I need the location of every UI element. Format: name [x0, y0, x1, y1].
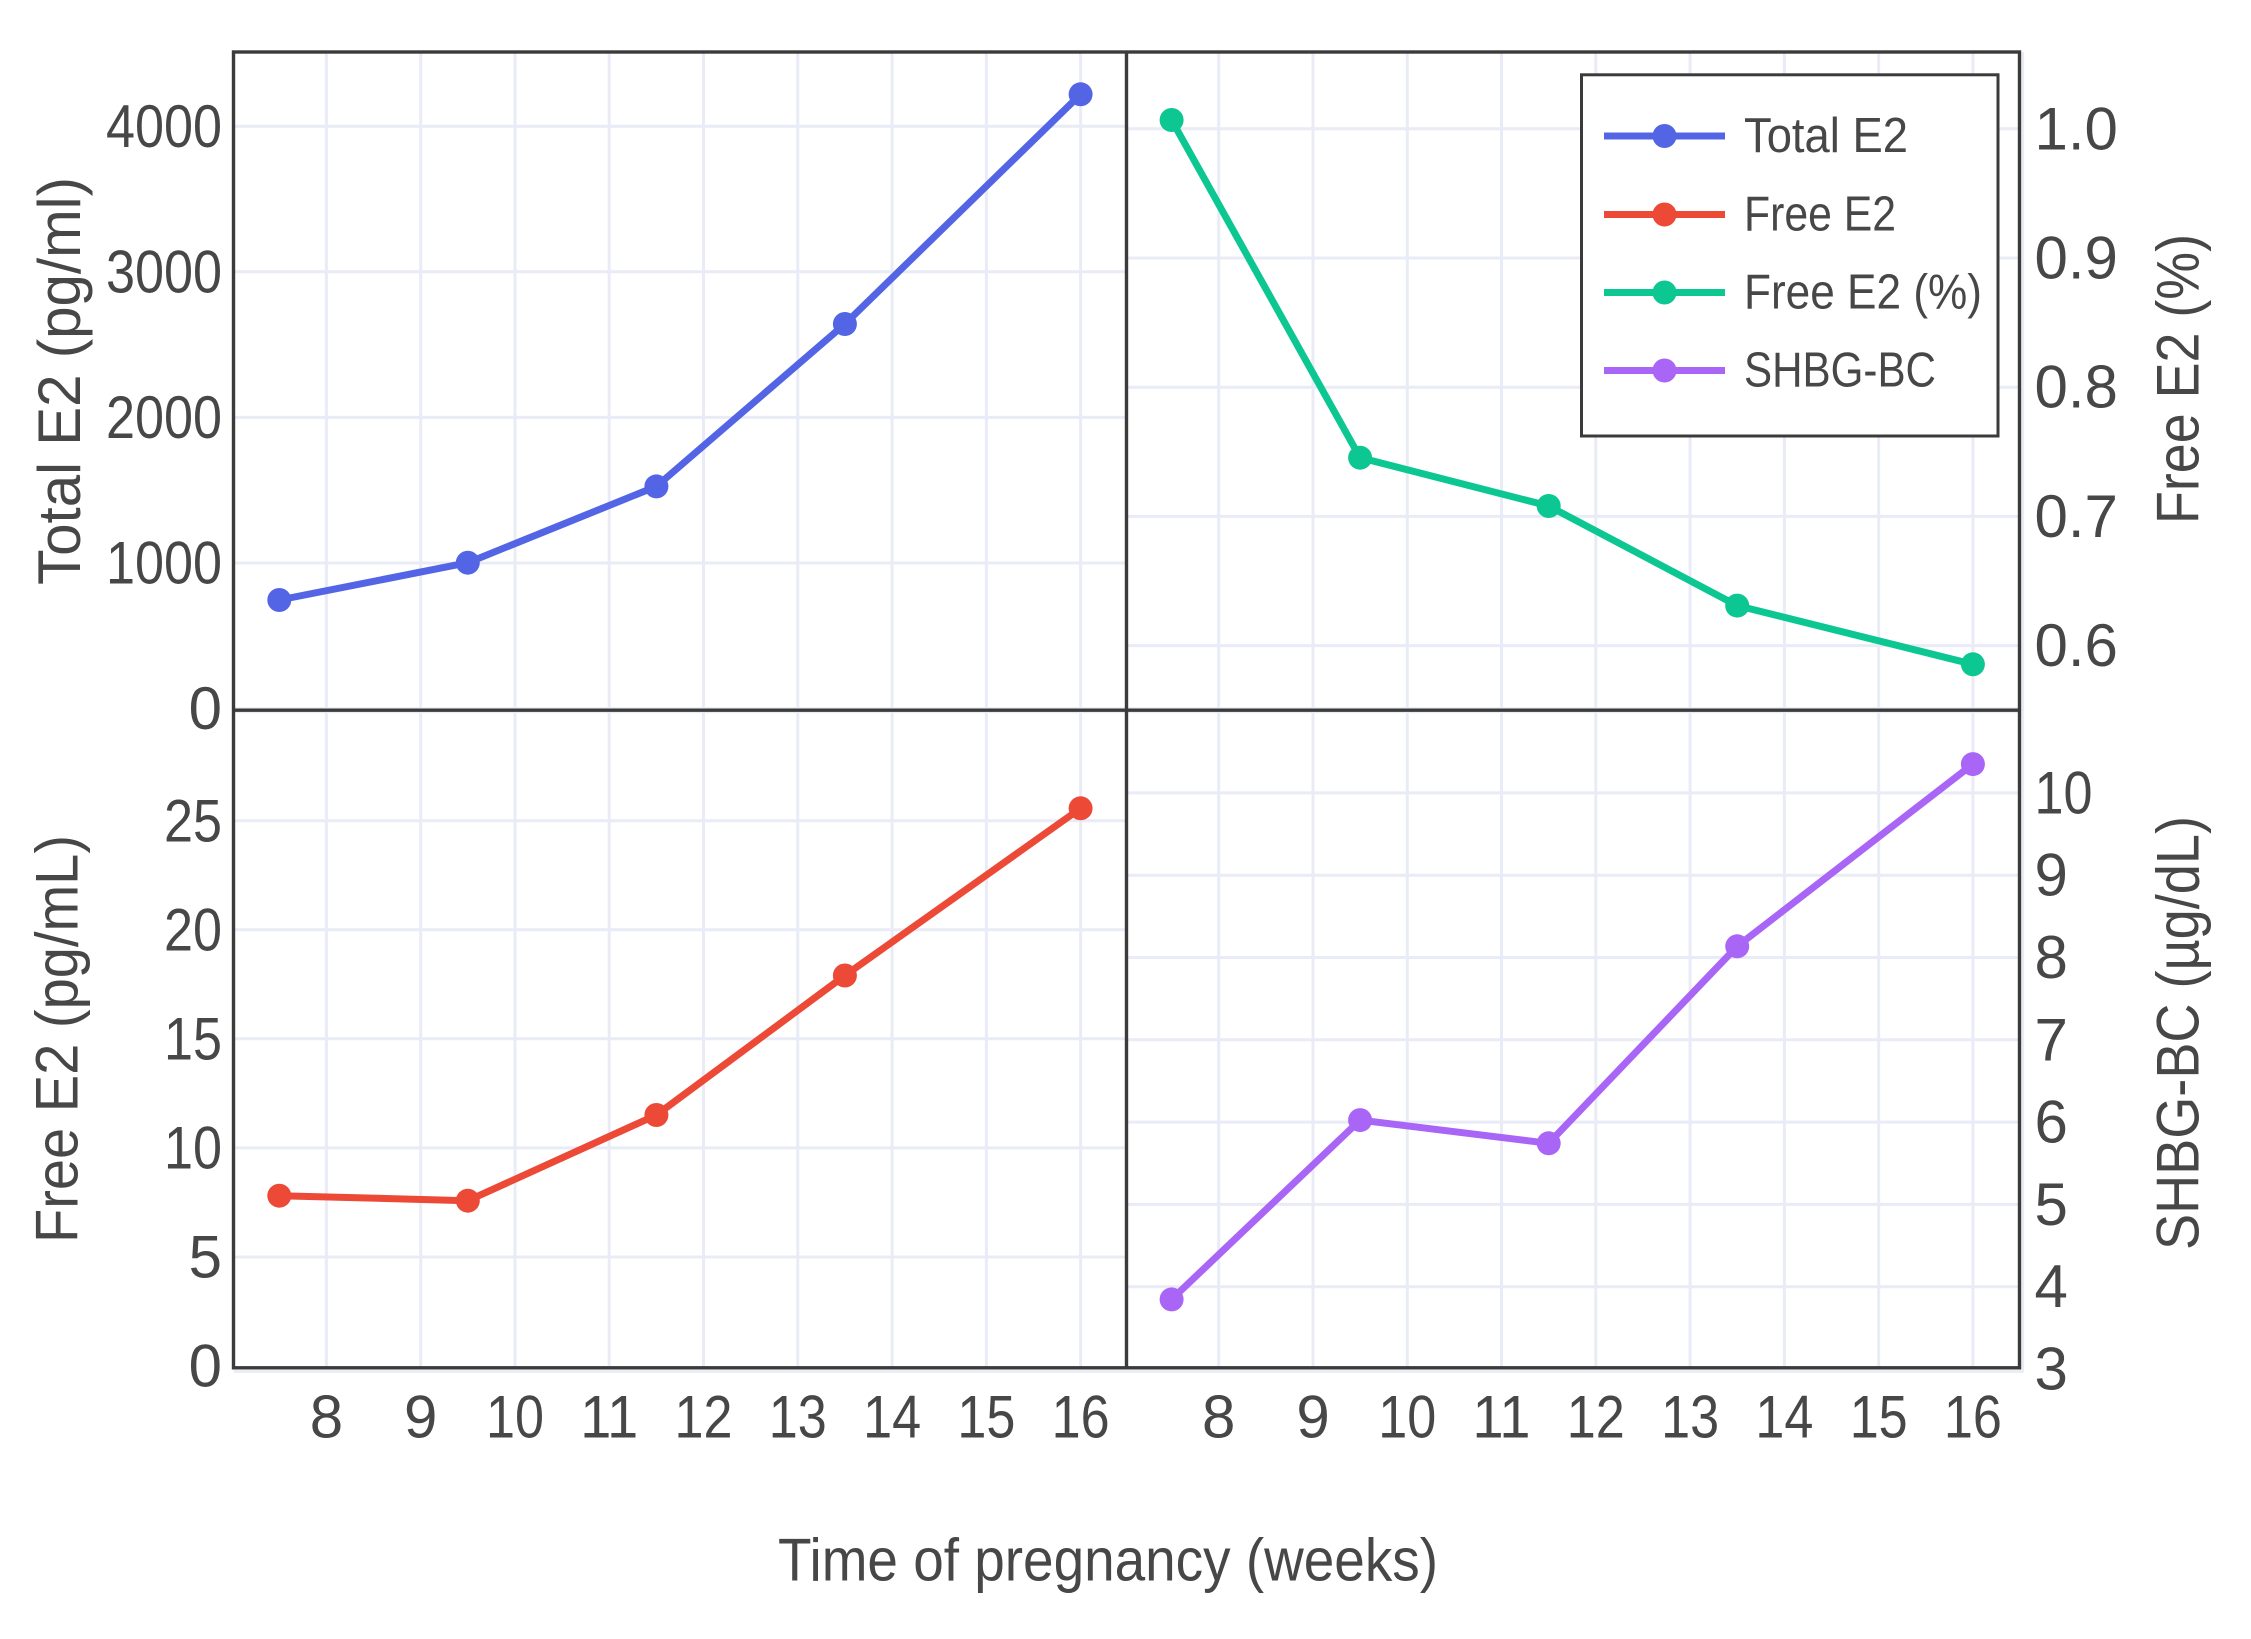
svg-text:13: 13 — [1661, 1384, 1719, 1451]
svg-text:15: 15 — [1850, 1384, 1908, 1451]
svg-text:4: 4 — [2035, 1253, 2068, 1320]
svg-text:8: 8 — [310, 1384, 343, 1451]
svg-text:0.9: 0.9 — [2035, 225, 2118, 292]
svg-text:5: 5 — [189, 1224, 222, 1291]
svg-text:3000: 3000 — [106, 238, 222, 305]
svg-text:12: 12 — [675, 1384, 733, 1451]
svg-text:25: 25 — [164, 787, 222, 854]
svg-text:14: 14 — [1755, 1384, 1813, 1451]
svg-text:15: 15 — [957, 1384, 1015, 1451]
svg-text:12: 12 — [1567, 1384, 1625, 1451]
svg-text:13: 13 — [769, 1384, 827, 1451]
svg-text:6: 6 — [2035, 1089, 2068, 1156]
svg-text:10: 10 — [2035, 759, 2093, 826]
svg-text:5: 5 — [2035, 1171, 2068, 1238]
svg-text:Total E2 (pg/ml): Total E2 (pg/ml) — [26, 177, 93, 585]
svg-text:9: 9 — [404, 1384, 437, 1451]
svg-text:Free E2: Free E2 — [1744, 188, 1896, 242]
svg-text:1.0: 1.0 — [2035, 95, 2118, 162]
svg-text:Total E2: Total E2 — [1744, 109, 1908, 163]
svg-text:9: 9 — [2035, 842, 2068, 909]
svg-text:8: 8 — [1202, 1384, 1235, 1451]
svg-text:SHBG-BC: SHBG-BC — [1744, 344, 1936, 398]
svg-text:0: 0 — [189, 675, 222, 742]
svg-text:0: 0 — [189, 1333, 222, 1400]
svg-text:16: 16 — [1944, 1384, 2002, 1451]
svg-text:Free E2 (%): Free E2 (%) — [2145, 234, 2212, 524]
svg-text:20: 20 — [164, 896, 222, 963]
svg-text:2000: 2000 — [106, 384, 222, 451]
svg-text:9: 9 — [1296, 1384, 1329, 1451]
svg-text:11: 11 — [1473, 1384, 1531, 1451]
svg-text:11: 11 — [580, 1384, 638, 1451]
svg-text:10: 10 — [164, 1114, 222, 1181]
svg-text:15: 15 — [164, 1005, 222, 1072]
svg-text:7: 7 — [2035, 1006, 2068, 1073]
svg-text:16: 16 — [1052, 1384, 1110, 1451]
svg-text:10: 10 — [486, 1384, 544, 1451]
svg-text:4000: 4000 — [106, 93, 222, 160]
svg-text:0.6: 0.6 — [2035, 612, 2118, 679]
svg-text:Free E2 (pg/mL): Free E2 (pg/mL) — [24, 835, 91, 1243]
svg-text:0.8: 0.8 — [2035, 354, 2118, 421]
svg-text:SHBG-BC (µg/dL): SHBG-BC (µg/dL) — [2145, 816, 2212, 1250]
svg-text:0.7: 0.7 — [2035, 483, 2118, 550]
svg-text:Time of pregnancy (weeks): Time of pregnancy (weeks) — [778, 1527, 1438, 1594]
svg-text:10: 10 — [1378, 1384, 1436, 1451]
svg-text:3: 3 — [2035, 1336, 2068, 1403]
svg-text:1000: 1000 — [106, 530, 222, 597]
svg-text:14: 14 — [863, 1384, 921, 1451]
svg-text:Free E2 (%): Free E2 (%) — [1744, 266, 1982, 320]
svg-text:8: 8 — [2035, 924, 2068, 991]
